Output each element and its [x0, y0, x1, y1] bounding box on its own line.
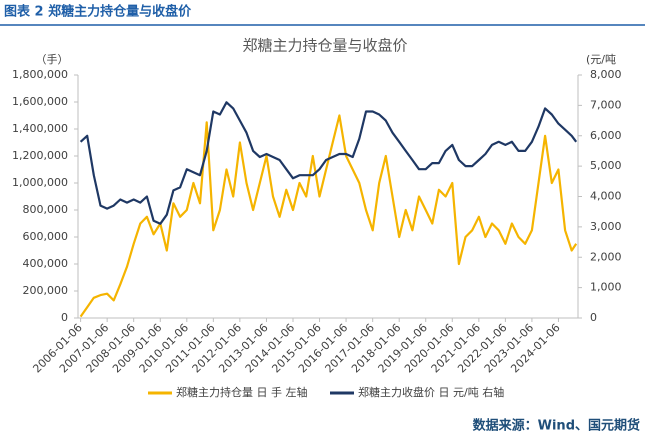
header-title: 图表 2 郑糖主力持仓量与收盘价: [4, 4, 192, 20]
y2-tick-label: 1,000: [590, 281, 622, 294]
y-tick-label: 400,000: [23, 257, 69, 270]
y-tick-label: 1,600,000: [12, 95, 68, 108]
y2-tick-label: 3,000: [590, 220, 622, 233]
y2-tick-label: 6,000: [590, 129, 622, 142]
y-tick-label: 200,000: [23, 284, 69, 297]
y2-tick-label: 5,000: [590, 159, 622, 172]
y-tick-label: 800,000: [23, 203, 69, 216]
y-tick-label: 600,000: [23, 230, 69, 243]
y-tick-label: 1,400,000: [12, 122, 68, 135]
y2-tick-label: 7,000: [590, 98, 622, 111]
chart-title: 郑糖主力持仓量与收盘价: [242, 37, 407, 55]
y-tick-label: 1,000,000: [12, 176, 68, 189]
source: 数据来源：Wind、国元期货: [473, 418, 640, 434]
y-tick-label: 1,200,000: [12, 149, 68, 162]
y2-tick-label: 0: [590, 311, 597, 324]
y2-tick-label: 2,000: [590, 250, 622, 263]
y2-tick-label: 8,000: [590, 68, 622, 81]
y-tick-label: 1,800,000: [12, 68, 68, 81]
series-line: [79, 114, 578, 318]
y2-tick-label: 4,000: [590, 190, 622, 203]
series-line: [79, 101, 578, 225]
y-unit: （手）: [36, 52, 69, 66]
legend-label: 郑糖主力持仓量 日 手 左轴: [176, 385, 308, 399]
legend-label: 郑糖主力收盘价 日 元/吨 右轴: [358, 385, 504, 399]
y-tick-label: 0: [61, 311, 68, 324]
y2-unit: (元/吨: [586, 53, 616, 66]
